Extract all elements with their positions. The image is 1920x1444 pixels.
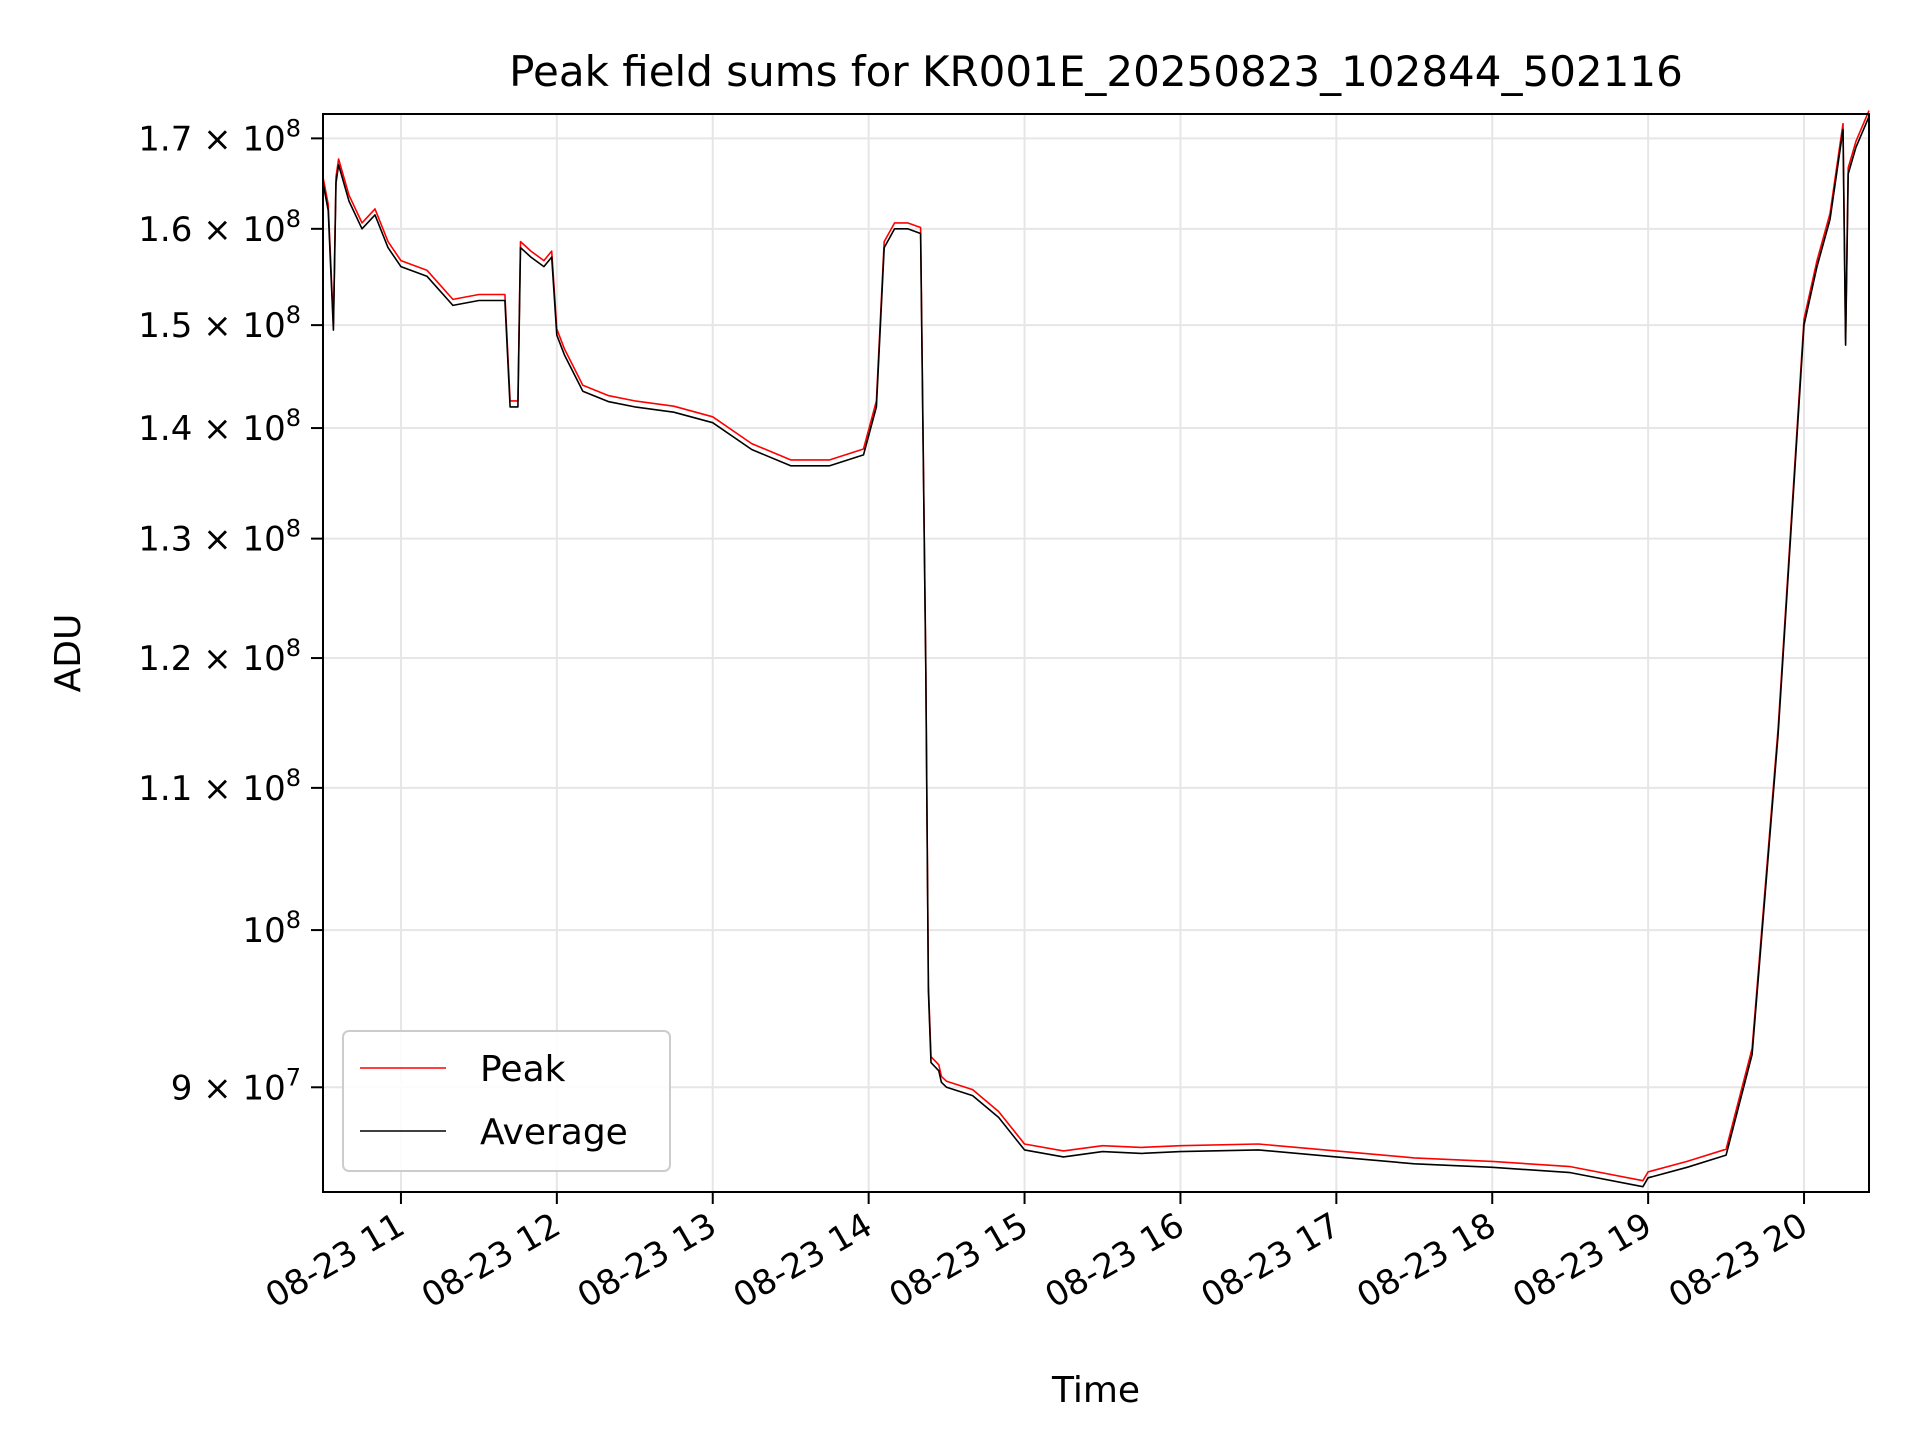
- y-tick-label: 1.2 × 108: [138, 634, 301, 679]
- y-tick-label: 108: [242, 906, 301, 951]
- legend-label-peak: Peak: [480, 1049, 566, 1090]
- chart-title: Peak field sums for KR001E_20250823_1028…: [509, 47, 1683, 96]
- series-line-peak: [322, 110, 1870, 1182]
- plot-frame: [322, 113, 1870, 1193]
- y-tick-label: 1.6 × 108: [138, 205, 301, 250]
- legend: Peak Average: [342, 1030, 671, 1172]
- legend-box: [342, 1030, 671, 1172]
- x-axis-title: Time: [1051, 1370, 1140, 1411]
- y-tick-label: 1.1 × 108: [138, 764, 301, 809]
- grid-layer: [323, 114, 1869, 1192]
- y-tick-label: 1.3 × 108: [138, 515, 301, 560]
- y-tick-label: 1.4 × 108: [138, 404, 301, 449]
- y-tick-label: 9 × 107: [171, 1063, 301, 1108]
- series-line-average: [322, 116, 1870, 1188]
- y-axis-title: ADU: [48, 614, 89, 693]
- series-layer: [322, 110, 1870, 1188]
- y-tick-label: 1.5 × 108: [138, 301, 301, 346]
- legend-label-average: Average: [480, 1112, 628, 1153]
- y-tick-label: 1.7 × 108: [138, 114, 301, 159]
